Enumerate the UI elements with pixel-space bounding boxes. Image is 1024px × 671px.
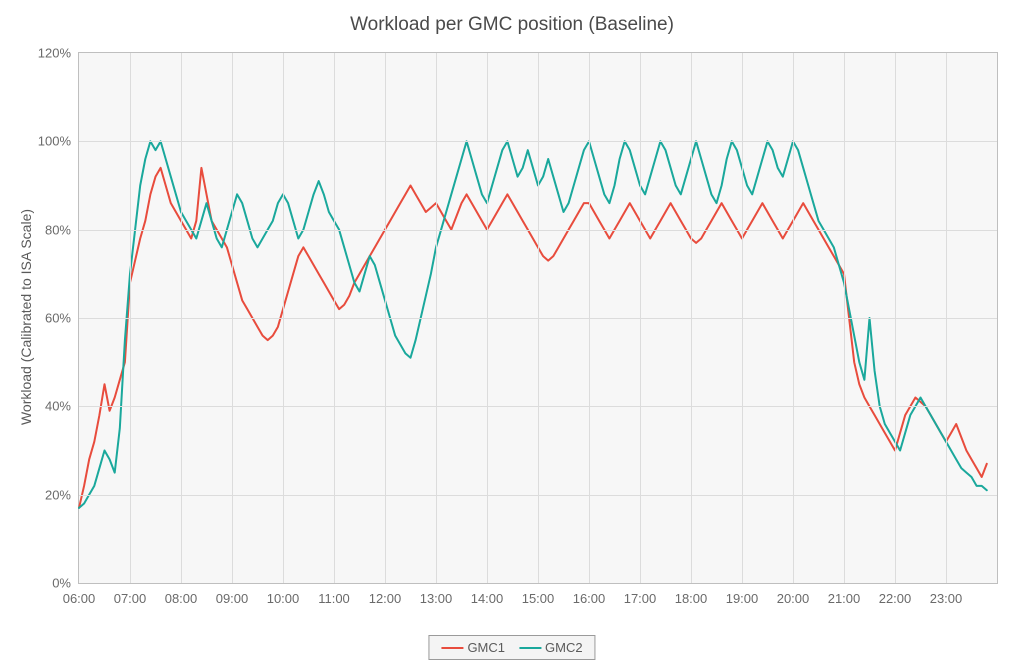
- gridline-v: [487, 53, 488, 583]
- x-tick-label: 06:00: [63, 583, 96, 606]
- y-tick-label: 100%: [38, 134, 79, 149]
- legend-swatch: [519, 647, 541, 649]
- x-tick-label: 08:00: [165, 583, 198, 606]
- gridline-v: [385, 53, 386, 583]
- legend-item-gmc2: GMC2: [519, 640, 583, 655]
- y-tick-label: 120%: [38, 46, 79, 61]
- x-tick-label: 17:00: [624, 583, 657, 606]
- y-tick-label: 40%: [45, 399, 79, 414]
- x-tick-label: 10:00: [267, 583, 300, 606]
- gridline-v: [691, 53, 692, 583]
- gridline-v: [895, 53, 896, 583]
- gridline-v: [844, 53, 845, 583]
- x-tick-label: 13:00: [420, 583, 453, 606]
- x-tick-label: 11:00: [318, 583, 350, 606]
- x-tick-label: 22:00: [879, 583, 912, 606]
- y-axis-title: Workload (Calibrated to ISA Scale): [18, 209, 34, 425]
- gridline-v: [334, 53, 335, 583]
- x-tick-label: 21:00: [828, 583, 861, 606]
- x-tick-label: 16:00: [573, 583, 606, 606]
- gridline-v: [232, 53, 233, 583]
- series-line-gmc1: [79, 168, 987, 508]
- gridline-v: [538, 53, 539, 583]
- gridline-v: [946, 53, 947, 583]
- x-tick-label: 15:00: [522, 583, 555, 606]
- x-tick-label: 23:00: [930, 583, 963, 606]
- legend-swatch: [441, 647, 463, 649]
- gridline-v: [589, 53, 590, 583]
- chart-legend: GMC1 GMC2: [428, 635, 595, 660]
- x-tick-label: 07:00: [114, 583, 147, 606]
- x-tick-label: 18:00: [675, 583, 708, 606]
- gridline-v: [181, 53, 182, 583]
- plot-area: 0%20%40%60%80%100%120%06:0007:0008:0009:…: [78, 52, 998, 584]
- legend-item-gmc1: GMC1: [441, 640, 505, 655]
- chart-title: Workload per GMC position (Baseline): [0, 14, 1024, 36]
- x-tick-label: 20:00: [777, 583, 810, 606]
- legend-label: GMC2: [545, 640, 583, 655]
- gridline-v: [793, 53, 794, 583]
- legend-label: GMC1: [467, 640, 505, 655]
- y-tick-label: 20%: [45, 487, 79, 502]
- gridline-v: [640, 53, 641, 583]
- y-tick-label: 60%: [45, 311, 79, 326]
- x-tick-label: 14:00: [471, 583, 504, 606]
- x-tick-label: 19:00: [726, 583, 759, 606]
- chart-container: Workload per GMC position (Baseline) 0%2…: [0, 0, 1024, 671]
- x-tick-label: 09:00: [216, 583, 249, 606]
- gridline-v: [742, 53, 743, 583]
- gridline-v: [130, 53, 131, 583]
- gridline-v: [436, 53, 437, 583]
- y-tick-label: 80%: [45, 222, 79, 237]
- x-tick-label: 12:00: [369, 583, 402, 606]
- gridline-v: [283, 53, 284, 583]
